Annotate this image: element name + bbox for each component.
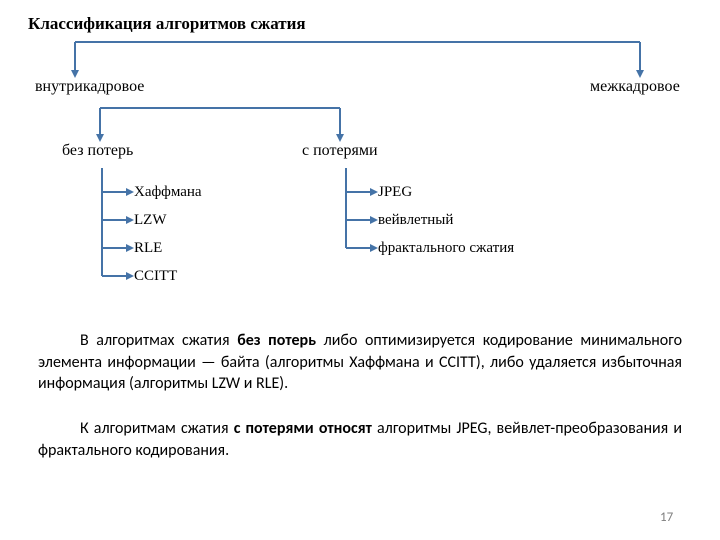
node-jpeg: JPEG [378,184,412,201]
text-run-bold: с потерями относят [234,419,372,438]
node-lossy: с потерями [302,142,378,160]
paragraph-lossy: К алгоритмам сжатия с потерями относят а… [38,418,682,461]
node-intra: внутрикадровое [35,78,144,96]
diagram-title: Классификация алгоритмов сжатия [28,14,306,34]
node-lzw: LZW [134,212,166,229]
page-number: 17 [660,510,673,525]
text-run-bold: без потерь [237,331,316,350]
paragraph-lossless: В алгоритмах сжатия без потерь либо опти… [38,330,682,395]
node-wavelet: вейвлетный [378,212,453,229]
node-inter: межкадровое [590,78,680,96]
node-rle: RLE [134,240,162,257]
text-run: В алгоритмах сжатия [80,331,237,350]
node-huffman: Хаффмана [134,184,202,201]
node-lossless: без потерь [62,142,133,160]
node-ccitt: CCITT [134,268,177,285]
text-run: К алгоритмам сжатия [80,419,234,438]
node-fractal: фрактального сжатия [378,240,514,257]
